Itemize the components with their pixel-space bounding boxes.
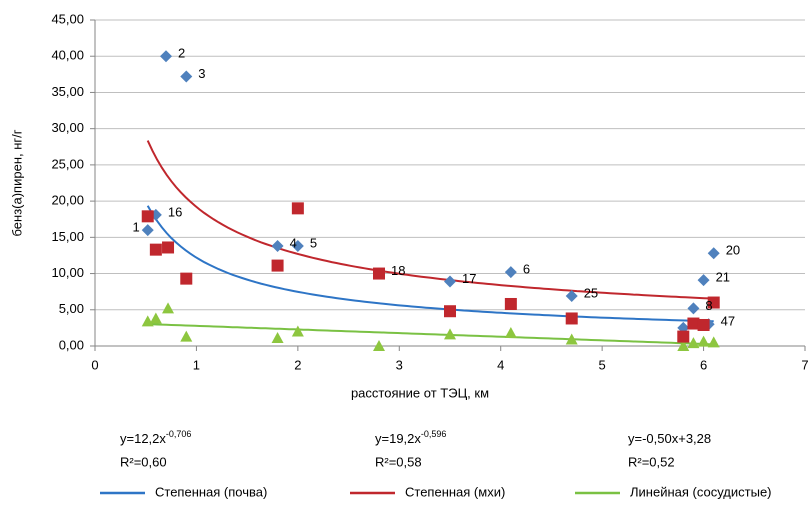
point-label: 21 [716, 270, 730, 285]
y-tick-label: 10,00 [51, 265, 84, 280]
trend-equation: y=12,2x-0,706 [120, 429, 191, 446]
point [504, 297, 517, 310]
point [271, 259, 284, 272]
point [565, 290, 578, 303]
y-tick-label: 20,00 [51, 193, 84, 208]
point [373, 267, 385, 280]
trend-equation: y=19,2x-0,596 [375, 429, 446, 446]
y-tick-label: 40,00 [51, 48, 84, 63]
point [162, 241, 175, 254]
point [180, 70, 193, 83]
equation-base: y=12,2x [120, 431, 166, 446]
x-tick-label: 4 [497, 357, 504, 372]
y-tick-label: 45,00 [51, 11, 84, 26]
point-label: 4 [290, 235, 297, 250]
x-tick-label: 2 [294, 357, 301, 372]
point [444, 305, 456, 318]
point [180, 330, 193, 342]
trend-equation: y=-0,50x+3,28 [628, 431, 711, 446]
point-label: 18 [391, 263, 405, 278]
point [141, 210, 154, 223]
point-label: 47 [721, 314, 735, 329]
point [697, 274, 710, 287]
point-label: 2 [178, 46, 185, 61]
legend-label: Линейная (сосудистые) [630, 484, 772, 499]
point [141, 224, 154, 237]
point-label: 3 [198, 66, 205, 81]
point-label: 17 [462, 271, 476, 286]
point [697, 318, 710, 331]
equation-exponent: -0,596 [421, 429, 447, 439]
point [707, 247, 720, 260]
point [707, 336, 720, 348]
point [271, 240, 284, 253]
point [291, 240, 304, 253]
point [707, 296, 720, 309]
point [687, 337, 700, 349]
legend-label: Степенная (почва) [155, 484, 267, 499]
point-label: 8 [705, 298, 712, 313]
y-tick-label: 25,00 [51, 156, 84, 171]
point [149, 243, 162, 256]
equation-exponent: -0,706 [166, 429, 192, 439]
point [504, 266, 517, 279]
y-tick-label: 35,00 [51, 84, 84, 99]
y-tick-label: 5,00 [59, 301, 84, 316]
point-label: 1 [133, 220, 140, 235]
x-tick-label: 0 [91, 357, 98, 372]
point [373, 340, 385, 351]
trend-r2: R²=0,58 [375, 454, 422, 469]
point-label: 5 [310, 235, 317, 250]
point [291, 325, 304, 337]
x-tick-label: 5 [599, 357, 606, 372]
point [160, 50, 172, 63]
x-axis-title: расстояние от ТЭЦ, км [351, 385, 489, 400]
point [565, 333, 578, 345]
x-tick-label: 6 [700, 357, 707, 372]
y-tick-label: 15,00 [51, 229, 84, 244]
point [687, 317, 700, 330]
point [149, 312, 162, 324]
point-label: 6 [523, 262, 530, 277]
point [677, 330, 690, 343]
point [697, 335, 710, 347]
point [565, 312, 578, 325]
point [180, 272, 193, 285]
trendline [146, 205, 714, 323]
x-tick-label: 3 [396, 357, 403, 372]
y-axis-title: бенз(а)пирен, нг/г [9, 129, 24, 236]
equation-base: y=19,2x [375, 431, 421, 446]
trendline [147, 323, 714, 346]
point-label: 25 [584, 285, 598, 300]
point [504, 326, 517, 338]
trendline [146, 140, 714, 300]
point [677, 340, 690, 351]
y-tick-label: 30,00 [51, 120, 84, 135]
point [162, 302, 175, 314]
point [141, 315, 154, 327]
point [444, 328, 456, 340]
x-tick-label: 1 [193, 357, 200, 372]
y-tick-label: 0,00 [59, 337, 84, 352]
trend-r2: R²=0,60 [120, 454, 167, 469]
point-label: 20 [726, 243, 740, 258]
point [271, 332, 284, 344]
point [687, 302, 700, 315]
point [291, 202, 304, 215]
legend-label: Степенная (мхи) [405, 484, 505, 499]
point [444, 275, 456, 288]
trend-r2: R²=0,52 [628, 454, 675, 469]
x-tick-label: 7 [801, 357, 808, 372]
point-label: 16 [168, 204, 182, 219]
equation-base: y=-0,50x+3,28 [628, 431, 711, 446]
